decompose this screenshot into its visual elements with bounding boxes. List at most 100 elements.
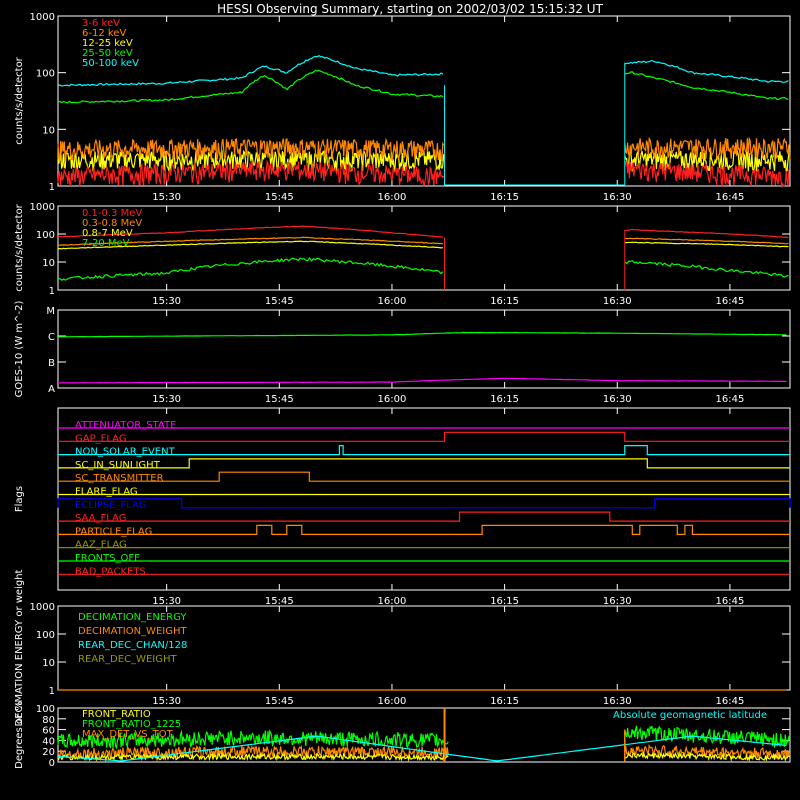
x-tick-label: 16:15 xyxy=(490,596,519,607)
plot-frame-ratios xyxy=(57,707,791,763)
x-tick-label: 15:45 xyxy=(265,596,294,607)
x-tick-label: 16:15 xyxy=(490,192,519,203)
legend-entry: 7-20 MeV xyxy=(82,238,130,249)
x-tick-label: 16:45 xyxy=(716,696,745,707)
flag-label: FRONTS_OFF xyxy=(75,553,140,564)
legend-entry: REAR_DEC_WEIGHT xyxy=(78,654,177,665)
flag-label: ATTENUATOR_STATE xyxy=(75,420,176,431)
x-tick-label: 16:00 xyxy=(378,394,407,405)
y-tick-label: 100 xyxy=(36,704,55,715)
x-tick-label: 15:45 xyxy=(265,296,294,307)
x-tick-label: 15:30 xyxy=(152,696,181,707)
y-tick-label: 60 xyxy=(42,726,55,737)
legend-entry: 12-25 keV xyxy=(82,38,133,49)
flag-line-non-solar-event xyxy=(58,445,790,456)
legend-entry: DECIMATION_ENERGY xyxy=(78,612,187,623)
y-axis-label: Degrees or % xyxy=(14,701,25,769)
legend-entry: 3-6 keV xyxy=(82,18,120,29)
series-line-3-6-kev xyxy=(57,159,791,189)
y-tick-label: B xyxy=(48,358,55,369)
x-tick-label: 15:45 xyxy=(265,696,294,707)
legend-entry: 0.8-7 MeV xyxy=(82,228,133,239)
x-tick-label: 15:45 xyxy=(265,394,294,405)
x-tick-label: 15:30 xyxy=(152,596,181,607)
x-tick-label: 16:00 xyxy=(378,596,407,607)
flag-label: SC_TRANSMITTER xyxy=(75,473,164,484)
x-tick-label: 16:30 xyxy=(603,296,632,307)
flag-label: NON_SOLAR_EVENT xyxy=(75,447,176,458)
y-axis-label: GOES-10 (W m^-2) xyxy=(14,301,25,398)
y-tick-label: 80 xyxy=(42,715,55,726)
flag-label: SC_IN_SUNLIGHT xyxy=(75,460,161,471)
y-tick-label: C xyxy=(48,332,55,343)
y-tick-label: 1000 xyxy=(30,602,55,613)
y-tick-label: M xyxy=(46,306,55,317)
x-tick-label: 15:45 xyxy=(265,192,294,203)
x-tick-label: 16:30 xyxy=(603,394,632,405)
series-line-6-12-kev xyxy=(57,136,791,162)
y-tick-label: A xyxy=(48,384,55,395)
y-tick-label: 1000 xyxy=(30,12,55,23)
y-tick-label: 100 xyxy=(36,69,55,80)
legend-entry: 25-50 keV xyxy=(82,48,133,59)
flag-label: PARTICLE_FLAG xyxy=(75,526,152,537)
y-tick-label: 10 xyxy=(42,658,55,669)
x-tick-label: 16:45 xyxy=(716,296,745,307)
legend-entry: MAX_DET_VS_TOT xyxy=(82,729,174,740)
x-tick-label: 16:00 xyxy=(378,696,407,707)
series-line-goes-short xyxy=(57,377,787,384)
x-tick-label: 16:15 xyxy=(490,296,519,307)
flag-line-particle-flag xyxy=(58,524,790,535)
x-tick-label: 16:45 xyxy=(716,192,745,203)
y-tick-label: 1000 xyxy=(30,202,55,213)
y-tick-label: 10 xyxy=(42,125,55,136)
y-tick-label: 1 xyxy=(49,686,55,697)
legend-entry: 0.3-0.8 MeV xyxy=(82,218,142,229)
x-tick-label: 16:30 xyxy=(603,696,632,707)
series-line-0-8-7-mev xyxy=(57,240,789,250)
flag-line-eclipse-flag xyxy=(57,498,791,509)
flag-label: AAZ_FLAG xyxy=(75,540,127,551)
series-line-goes-long xyxy=(57,331,787,338)
y-axis-label: counts/s/detector xyxy=(14,56,25,144)
x-tick-label: 16:00 xyxy=(378,192,407,203)
series-line-7-20-mev xyxy=(57,256,789,281)
legend-entry: REAR_DEC_CHAN/128 xyxy=(78,640,187,651)
flag-line-sc-transmitter xyxy=(58,471,790,482)
x-tick-label: 15:30 xyxy=(152,296,181,307)
legend-entry: 50-100 keV xyxy=(82,58,139,69)
x-tick-label: 16:30 xyxy=(603,596,632,607)
y-tick-label: 100 xyxy=(36,230,55,241)
y-tick-label: 10 xyxy=(42,258,55,269)
y-tick-label: 40 xyxy=(42,736,55,747)
flag-line-gap-flag xyxy=(58,431,790,442)
x-tick-label: 16:15 xyxy=(490,696,519,707)
plot-frame-hi_energy xyxy=(57,205,791,291)
legend-entry: DECIMATION_WEIGHT xyxy=(78,626,187,637)
series-line-50-100-kev xyxy=(57,55,789,87)
x-tick-label: 15:30 xyxy=(152,394,181,405)
flag-line-sc-in-sunlight xyxy=(58,458,790,469)
legend-entry: 6-12 keV xyxy=(82,28,126,39)
x-tick-label: 16:45 xyxy=(716,394,745,405)
series-line-front-ratio xyxy=(57,751,791,762)
series-line-0-3-0-8-mev xyxy=(57,236,789,246)
y-tick-label: 0 xyxy=(49,758,55,769)
figure-title: HESSI Observing Summary, starting on 200… xyxy=(217,2,603,16)
y-tick-label: 1 xyxy=(49,286,55,297)
flag-line-saa-flag xyxy=(58,511,790,522)
y-tick-label: 1 xyxy=(49,182,55,193)
legend-entry: FRONT_RATIO xyxy=(82,709,151,720)
flag-label: GAP_FLAG xyxy=(75,433,127,444)
annotation: Absolute geomagnetic latitude xyxy=(613,710,767,721)
series-line-0-1-0-3-mev xyxy=(57,225,789,238)
y-tick-label: 100 xyxy=(36,630,55,641)
y-axis-label: counts/s/detector xyxy=(14,203,25,291)
x-tick-label: 16:15 xyxy=(490,394,519,405)
flag-label: SAA_FLAG xyxy=(75,513,126,524)
legend-entry: 0.1-0.3 MeV xyxy=(82,208,142,219)
y-axis-label: DECIMATION ENERGY or weight xyxy=(14,569,25,726)
flag-label: FLARE_FLAG xyxy=(75,487,138,498)
